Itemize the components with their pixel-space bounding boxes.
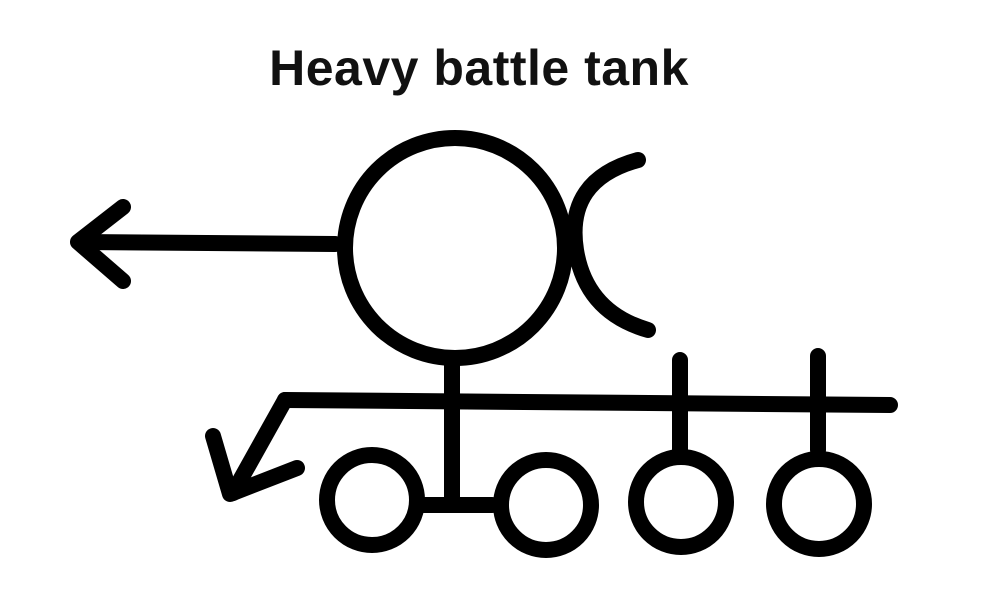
road-wheel-1 (319, 447, 425, 553)
road-wheel-3 (628, 449, 734, 555)
forward-arrow (70, 199, 343, 289)
gun-barrel-line (72, 234, 343, 252)
rear-arrow (205, 392, 305, 502)
forward-arrowhead (70, 199, 131, 289)
road-wheel-2 (493, 452, 599, 558)
rear-arrowhead (205, 428, 305, 502)
rear-arrow-shaft (225, 392, 293, 501)
road-wheel-4 (766, 451, 872, 557)
diagram-title: Heavy battle tank (269, 40, 689, 96)
armor-arc (566, 152, 656, 338)
turret-circle (337, 130, 573, 366)
hull-line (277, 392, 898, 413)
